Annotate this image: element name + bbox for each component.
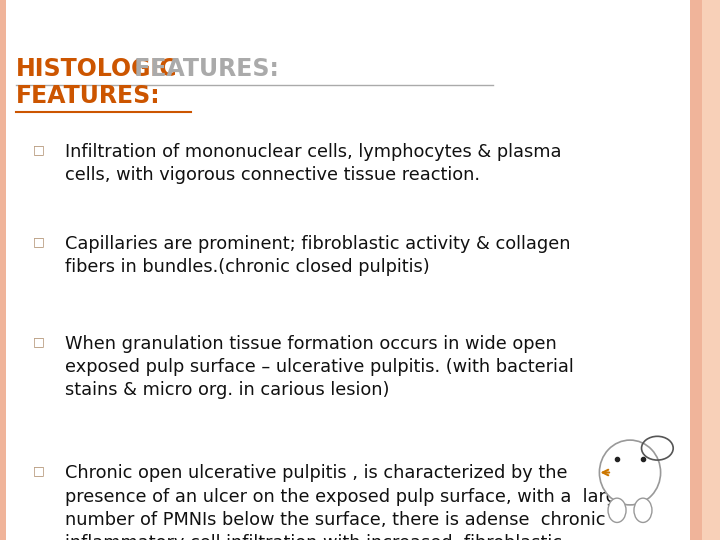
Text: HISTOLOGIC: HISTOLOGIC xyxy=(16,57,177,80)
Ellipse shape xyxy=(608,498,626,523)
Ellipse shape xyxy=(599,440,661,505)
Text: Chronic open ulcerative pulpitis , is characterized by the
presence of an ulcer : Chronic open ulcerative pulpitis , is ch… xyxy=(65,464,628,540)
Bar xyxy=(0,0,6,540)
Bar xyxy=(690,0,720,540)
Text: □: □ xyxy=(32,235,44,248)
Text: Infiltration of mononuclear cells, lymphocytes & plasma
cells, with vigorous con: Infiltration of mononuclear cells, lymph… xyxy=(65,143,562,185)
Text: FEATURES:: FEATURES: xyxy=(126,57,279,80)
Text: When granulation tissue formation occurs in wide open
exposed pulp surface – ulc: When granulation tissue formation occurs… xyxy=(65,335,574,400)
Text: Capillaries are prominent; fibroblastic activity & collagen
fibers in bundles.(c: Capillaries are prominent; fibroblastic … xyxy=(65,235,570,276)
Text: □: □ xyxy=(32,143,44,156)
Text: □: □ xyxy=(32,335,44,348)
Bar xyxy=(702,0,720,540)
Text: FEATURES:: FEATURES: xyxy=(16,84,161,107)
Ellipse shape xyxy=(634,498,652,523)
Text: □: □ xyxy=(32,464,44,477)
